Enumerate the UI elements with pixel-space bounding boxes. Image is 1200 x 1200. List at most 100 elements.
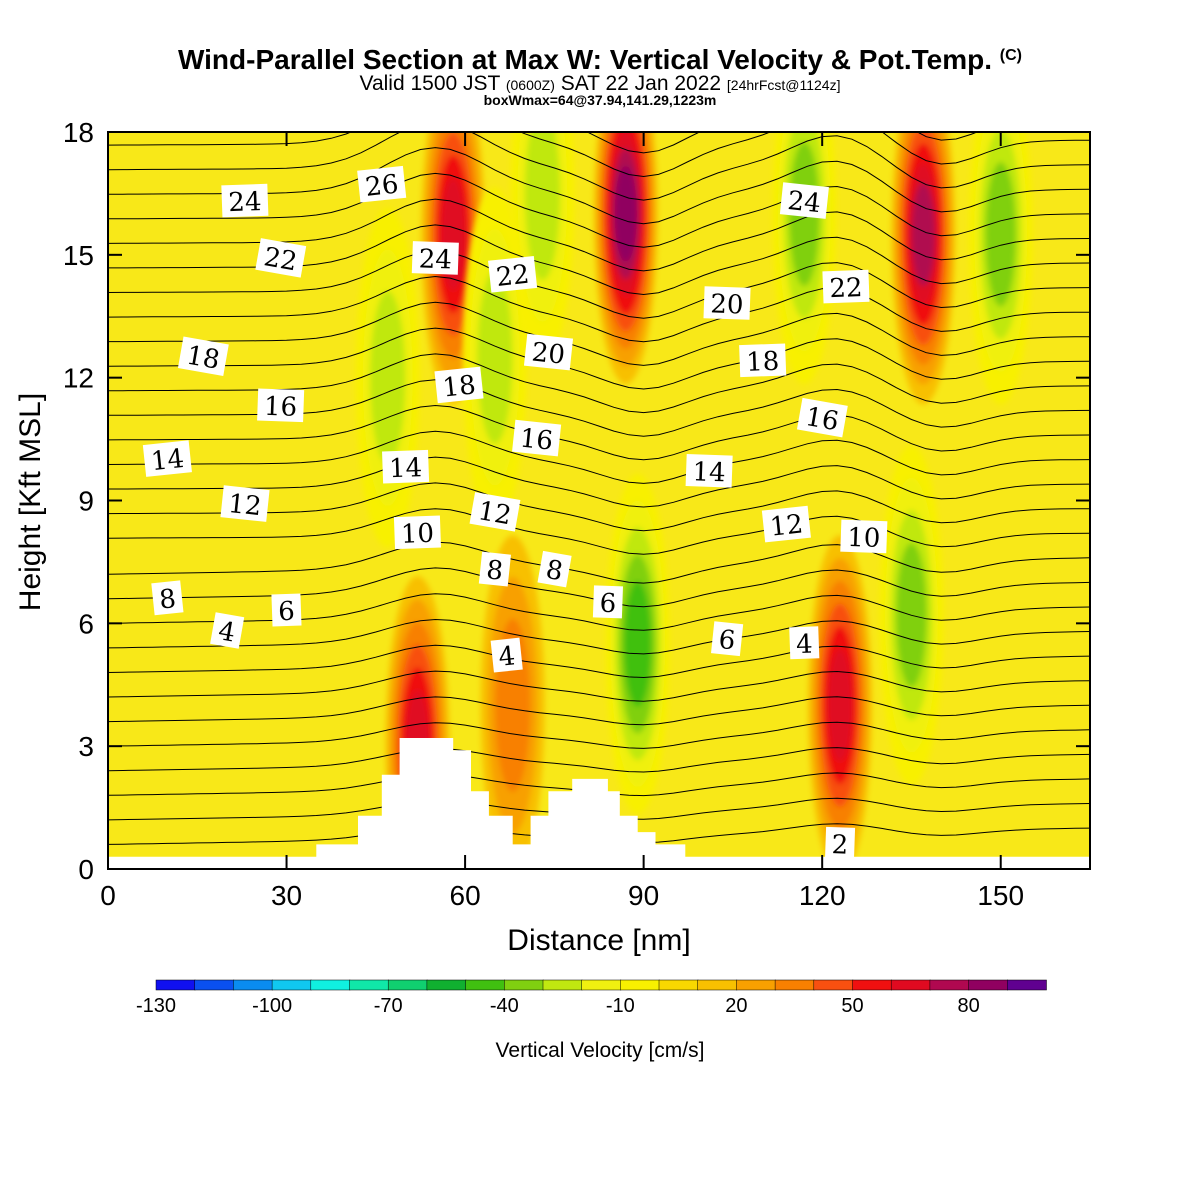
y-tick-label: 18 bbox=[63, 117, 94, 148]
theta-label: 4 bbox=[210, 612, 245, 649]
theta-contour-line bbox=[108, 327, 1090, 390]
valid-utc: (0600Z) bbox=[505, 77, 555, 93]
colorbar-swatch bbox=[852, 979, 892, 991]
theta-label-text: 18 bbox=[746, 347, 780, 378]
colorbar-tick-label: -100 bbox=[252, 995, 292, 1017]
w-contour-band bbox=[614, 165, 637, 262]
colorbar-swatch bbox=[968, 979, 1009, 991]
w-contour-band bbox=[827, 648, 853, 762]
theta-label-text: 12 bbox=[769, 509, 805, 542]
theta-label: 20 bbox=[703, 286, 751, 321]
theta-contour-line bbox=[108, 696, 1090, 726]
theta-label-text: 22 bbox=[262, 242, 300, 277]
colorbar-swatch bbox=[194, 979, 235, 991]
theta-label-bg bbox=[177, 336, 229, 376]
theta-label-bg bbox=[255, 238, 307, 278]
theta-label-text: 14 bbox=[150, 444, 186, 477]
chart-title: Wind-Parallel Section at Max W: Vertical… bbox=[0, 44, 1200, 76]
theta-label-bg bbox=[478, 551, 511, 587]
valid-date: SAT 22 Jan 2022 bbox=[560, 72, 722, 95]
y-tick-label: 9 bbox=[78, 486, 94, 517]
theta-contour-line bbox=[108, 747, 1090, 773]
theta-label-text: 16 bbox=[518, 423, 554, 456]
theta-contour-line bbox=[586, 132, 979, 154]
theta-label-text: 22 bbox=[829, 273, 863, 304]
theta-label-bg bbox=[434, 366, 484, 404]
valid-time: Valid 1500 JST bbox=[359, 72, 500, 95]
colorbar-swatch bbox=[736, 979, 776, 991]
theta-label: 8 bbox=[537, 550, 572, 588]
theta-label-text: 12 bbox=[227, 489, 263, 522]
colorbar-swatch bbox=[271, 979, 312, 991]
theta-label-bg bbox=[411, 241, 459, 275]
x-tick-label: 30 bbox=[271, 880, 302, 911]
y-tick-label: 12 bbox=[63, 363, 94, 394]
theta-label-bg bbox=[840, 519, 888, 554]
colorbar: -130 -100 -70 -40 -10 20 50 80 bbox=[136, 979, 1047, 1017]
theta-label-text: 8 bbox=[543, 555, 565, 587]
theta-label-bg bbox=[512, 419, 562, 457]
theta-label: 16 bbox=[257, 388, 305, 423]
theta-label: 12 bbox=[761, 505, 811, 543]
theta-label: 14 bbox=[142, 440, 192, 477]
theta-contour-line bbox=[108, 430, 1090, 484]
theta-label-text: 10 bbox=[847, 523, 881, 554]
x-axis: 0 30 60 90 120 150 bbox=[100, 132, 1024, 911]
theta-label-text: 8 bbox=[485, 555, 505, 587]
theta-label: 22 bbox=[255, 238, 307, 278]
theta-label-text: 4 bbox=[216, 616, 238, 648]
theta-label: 22 bbox=[488, 255, 538, 293]
colorbar-swatch bbox=[504, 979, 544, 991]
theta-label: 6 bbox=[711, 621, 744, 657]
theta-contour-line bbox=[108, 275, 1090, 343]
theta-contour-line bbox=[108, 644, 1090, 679]
theta-contour-line bbox=[108, 404, 1090, 461]
theta-label-bg bbox=[469, 492, 521, 532]
theta-label-text: 6 bbox=[278, 597, 296, 628]
w-contour-band bbox=[911, 182, 935, 286]
colorbar-tick-label: 20 bbox=[725, 995, 747, 1017]
theta-label-text: 16 bbox=[264, 392, 298, 423]
colorbar-swatch bbox=[1007, 979, 1047, 991]
theta-label-text: 6 bbox=[599, 589, 617, 620]
theta-label: 20 bbox=[523, 333, 574, 371]
theta-label-text: 4 bbox=[796, 630, 814, 661]
colorbar-swatch bbox=[620, 979, 660, 991]
theta-label-text: 14 bbox=[389, 453, 423, 484]
y-axis: 0 3 6 9 12 15 18 bbox=[63, 117, 1090, 885]
theta-label-bg bbox=[523, 333, 574, 371]
colorbar-swatch bbox=[581, 979, 622, 991]
y-tick-label: 0 bbox=[78, 854, 94, 885]
theta-label: 6 bbox=[592, 585, 623, 620]
colorbar-swatch bbox=[658, 979, 699, 991]
theta-label: 16 bbox=[512, 419, 562, 457]
colorbar-tick-label: -10 bbox=[606, 995, 635, 1017]
theta-label-text: 4 bbox=[497, 641, 517, 673]
colorbar-tick-label: 50 bbox=[841, 995, 863, 1017]
x-tick-label: 60 bbox=[450, 880, 481, 911]
theta-label: 26 bbox=[357, 165, 407, 203]
theta-contour-line bbox=[108, 593, 1090, 631]
colorbar-tick-label: -40 bbox=[490, 995, 519, 1017]
colorbar-swatch bbox=[697, 979, 738, 991]
theta-label-text: 12 bbox=[476, 496, 514, 531]
theta-contour-line bbox=[108, 172, 1090, 248]
colorbar-swatch bbox=[929, 979, 970, 991]
theta-contour-line bbox=[108, 670, 1090, 702]
theta-label-bg bbox=[488, 255, 538, 293]
theta-label: 18 bbox=[177, 336, 229, 376]
theta-label-text: 6 bbox=[717, 625, 737, 657]
theta-label-bg bbox=[210, 612, 245, 649]
theta-contour-line bbox=[108, 132, 1090, 201]
theta-label-bg bbox=[357, 165, 407, 203]
theta-label-text: 2 bbox=[831, 830, 849, 861]
theta-label-text: 18 bbox=[184, 341, 222, 376]
theta-label: 24 bbox=[221, 183, 269, 218]
x-tick-label: 0 bbox=[100, 880, 116, 911]
colorbar-swatch bbox=[465, 979, 506, 991]
theta-label-bg bbox=[221, 183, 269, 218]
theta-label-bg bbox=[393, 515, 442, 550]
